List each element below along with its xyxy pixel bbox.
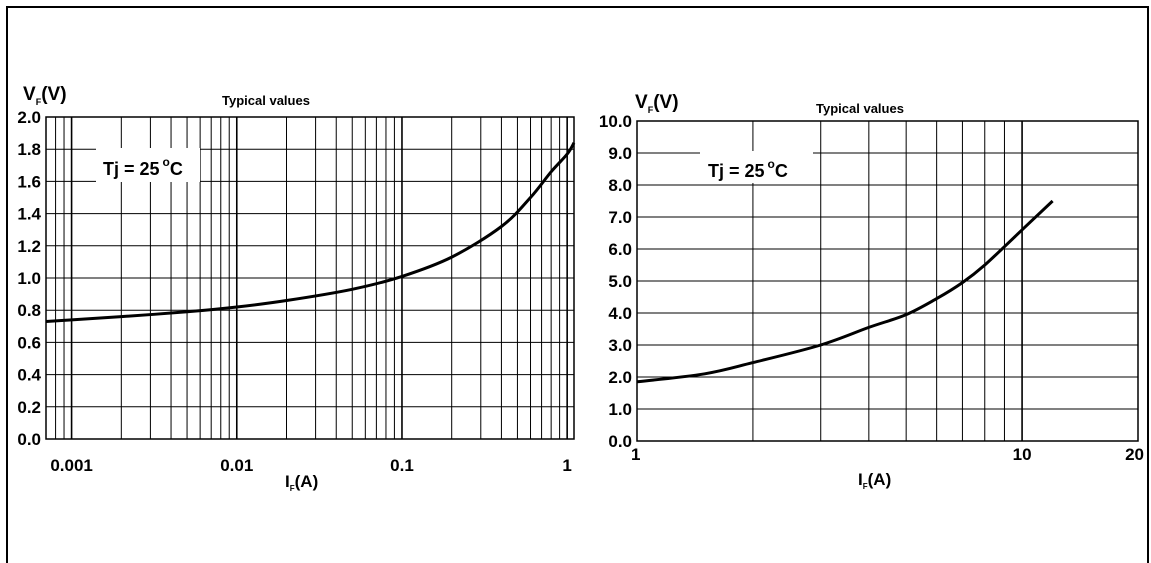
y-tick-label: 8.0	[608, 176, 632, 195]
temperature-annotation: Tj = 25 oC	[708, 157, 788, 181]
annotation-background	[96, 148, 200, 182]
y-tick-label: 2.0	[608, 368, 632, 387]
y-tick-label: 1.6	[17, 172, 41, 191]
y-tick-label: 0.6	[17, 333, 41, 352]
x-tick-label: 1	[631, 445, 640, 464]
chart-forward-voltage-low-current: Typical values VF(V) IF(A) Tj = 25 oC 0.0…	[17, 84, 576, 493]
grid-lines	[637, 121, 1138, 441]
y-tick-label: 4.0	[608, 304, 632, 323]
y-tick-label: 2.0	[17, 108, 41, 127]
y-tick-label: 0.8	[17, 301, 41, 320]
y-tick-label: 10.0	[599, 112, 632, 131]
y-tick-label: 0.0	[608, 432, 632, 451]
chart-title: Typical values	[816, 101, 904, 116]
annotation-background	[700, 151, 813, 183]
y-axis-label: VF(V)	[635, 92, 679, 115]
y-tick-label: 1.0	[17, 269, 41, 288]
x-tick-label: 20	[1125, 445, 1144, 464]
y-tick-label: 7.0	[608, 208, 632, 227]
x-tick-label: 1	[562, 456, 571, 475]
x-axis-label: IF(A)	[285, 472, 318, 493]
y-tick-label: 9.0	[608, 144, 632, 163]
y-tick-label: 0.2	[17, 398, 41, 417]
y-tick-label: 0.0	[17, 430, 41, 449]
y-tick-label: 1.8	[17, 140, 41, 159]
y-tick-labels: 0.0 0.2 0.4 0.6 0.8 1.0 1.2 1.4 1.6 1.8 2.0	[17, 108, 41, 449]
chart-forward-voltage-high-current: Typical values VF(V) IF(A) Tj = 25 oC 0.0…	[599, 92, 1144, 491]
y-tick-label: 6.0	[608, 240, 632, 259]
x-tick-label: 10	[1013, 445, 1032, 464]
y-tick-label: 1.0	[608, 400, 632, 419]
x-tick-label: 0.1	[390, 456, 414, 475]
x-tick-labels: 1 10 20	[631, 445, 1144, 464]
x-tick-label: 0.01	[220, 456, 253, 475]
temperature-annotation: Tj = 25 oC	[103, 155, 183, 179]
plot-frame	[45, 116, 575, 440]
figure-border	[6, 6, 1149, 563]
chart-title: Typical values	[222, 93, 310, 108]
forward-voltage-curve	[636, 199, 1054, 384]
y-tick-label: 5.0	[608, 272, 632, 291]
y-tick-label: 1.4	[17, 205, 41, 224]
y-tick-label: 0.4	[17, 366, 41, 385]
x-axis-label: IF(A)	[858, 470, 891, 491]
x-tick-labels: 0.001 0.01 0.1 1	[50, 456, 572, 475]
y-tick-label: 1.2	[17, 237, 41, 256]
plot-frame	[636, 120, 1139, 442]
y-axis-label: VF(V)	[23, 84, 67, 107]
y-tick-label: 3.0	[608, 336, 632, 355]
forward-voltage-curve	[45, 142, 576, 323]
y-tick-labels: 0.0 1.0 2.0 3.0 4.0 5.0 6.0 7.0 8.0 9.0 10.0	[599, 112, 632, 451]
x-tick-label: 0.001	[50, 456, 93, 475]
